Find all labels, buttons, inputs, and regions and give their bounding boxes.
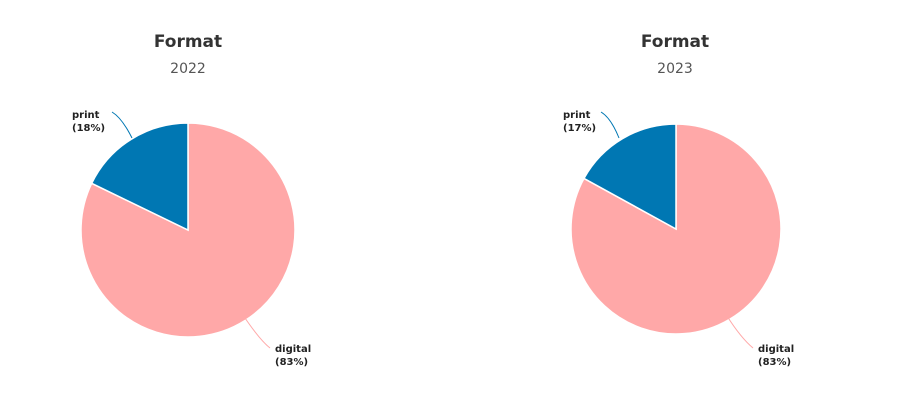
chart-title: Format [153, 32, 223, 52]
slice-pct-print: (18%) [72, 123, 105, 134]
pie-chart-2022: Format 2022 digital (83%) print (18%) [72, 32, 311, 368]
slice-label-print: print [72, 110, 100, 121]
pie-svg: digital (83%) print (18%) [72, 110, 311, 368]
pie-slice-print[interactable] [90, 122, 189, 232]
slice-pct-print: (17%) [563, 123, 596, 134]
slice-pct-digital: (83%) [758, 357, 791, 368]
leader-line-print [600, 111, 620, 139]
leader-line-digital [726, 315, 754, 349]
pie-svg: digital (83%) print (17%) [563, 110, 794, 368]
slice-label-digital: digital [275, 344, 311, 355]
pie-slice-print[interactable] [582, 123, 677, 231]
chart-subtitle: 2023 [657, 61, 693, 77]
slice-label-digital: digital [758, 344, 794, 355]
pie-chart-2023: Format 2023 digital (83%) print (17%) [451, 0, 902, 408]
chart-subtitle: 2022 [170, 61, 206, 77]
leader-line-print [111, 111, 133, 139]
slice-pct-digital: (83%) [275, 357, 308, 368]
leader-line-digital [244, 317, 271, 349]
chart-title: Format [640, 32, 710, 52]
slice-label-print: print [563, 110, 591, 121]
